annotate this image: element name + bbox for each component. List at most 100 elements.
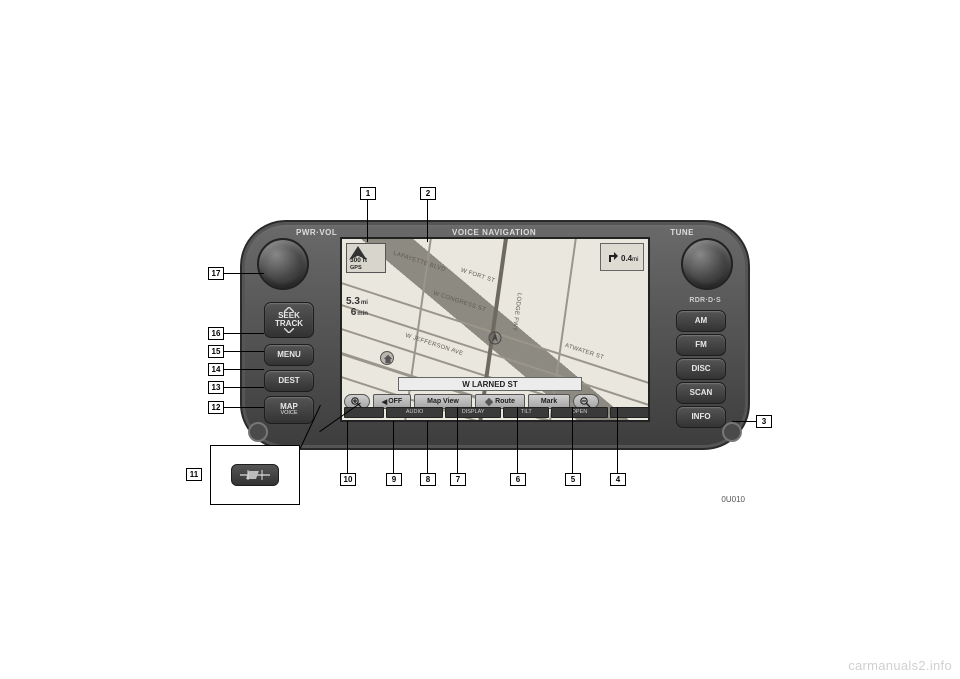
eta-time: 6 xyxy=(351,307,357,318)
callout-3: 3 xyxy=(756,415,772,428)
callout-line xyxy=(224,407,264,408)
route-icon xyxy=(485,398,493,406)
callout-1: 1 xyxy=(360,187,376,200)
fm-button[interactable]: FM xyxy=(676,334,726,356)
figure-code: 0U010 xyxy=(721,495,745,504)
callout-line xyxy=(347,421,348,473)
callout-line xyxy=(572,407,573,473)
voice-nav-label: VOICE NAVIGATION xyxy=(452,228,536,237)
home-poi-icon xyxy=(380,351,394,365)
am-label: AM xyxy=(695,317,707,325)
watermark: carmanuals2.info xyxy=(848,658,952,673)
zoom-out-icon xyxy=(579,396,593,408)
map-area[interactable]: W FORT ST W CONGRESS ST W JEFFERSON AVE … xyxy=(342,239,648,420)
callout-5: 5 xyxy=(565,473,581,486)
street-label: LAFAYETTE BLVD xyxy=(392,251,446,274)
tune-knob[interactable] xyxy=(681,238,733,290)
bezel-screw xyxy=(722,422,742,442)
inset-glyph-icon xyxy=(238,468,272,482)
turn-dist-unit: mi xyxy=(632,257,638,263)
eta-dist: 5.3 xyxy=(346,296,360,307)
rds-label: RDR·D·S xyxy=(689,297,721,304)
turn-right-icon xyxy=(605,250,619,264)
chevron-down-icon xyxy=(284,328,294,333)
eta-indicator: 5.3mi 6min xyxy=(346,297,368,318)
callout-8: 8 xyxy=(420,473,436,486)
callout-line xyxy=(224,387,264,388)
scale-gps-indicator: 300 ft GPS xyxy=(346,243,386,273)
callout-line xyxy=(617,407,618,473)
menu-button[interactable]: MENU xyxy=(264,344,314,366)
callout-10: 10 xyxy=(340,473,356,486)
nav-screen[interactable]: W FORT ST W CONGRESS ST W JEFFERSON AVE … xyxy=(340,237,650,422)
gps-label: GPS xyxy=(350,265,362,271)
scan-button[interactable]: SCAN xyxy=(676,382,726,404)
turn-distance: 0.4mi xyxy=(621,248,638,266)
callout-line xyxy=(393,421,394,473)
menu-label: MENU xyxy=(277,351,301,359)
am-button[interactable]: AM xyxy=(676,310,726,332)
callout-4: 4 xyxy=(610,473,626,486)
open-hw-button[interactable]: OPEN xyxy=(551,407,608,418)
voice-label: VOICE xyxy=(280,411,297,417)
scan-label: SCAN xyxy=(690,389,713,397)
eta-dist-unit: mi xyxy=(361,300,368,306)
callout-2: 2 xyxy=(420,187,436,200)
callout-6: 6 xyxy=(510,473,526,486)
street-label: W FORT ST xyxy=(460,268,496,285)
route-label: Route xyxy=(495,398,515,405)
pwr-vol-label: PWR·VOL xyxy=(296,228,337,237)
street-label: LODGE FWY xyxy=(511,292,522,331)
seek-track-button[interactable]: SEEK TRACK xyxy=(264,302,314,338)
current-street-bar: W LARNED ST xyxy=(398,377,582,391)
callout-7: 7 xyxy=(450,473,466,486)
mapview-label: Map View xyxy=(427,398,459,405)
callout-line xyxy=(732,421,756,422)
callout-14: 14 xyxy=(208,363,224,376)
display-hw-button[interactable]: DISPLAY xyxy=(445,407,502,418)
audio-hw-button[interactable]: AUDIO xyxy=(386,407,443,418)
next-turn-indicator: 0.4mi xyxy=(600,243,644,271)
pwr-vol-knob[interactable] xyxy=(257,238,309,290)
callout-line xyxy=(224,333,264,334)
info-button[interactable]: INFO xyxy=(676,406,726,428)
callout-line xyxy=(224,369,264,370)
map-voice-button[interactable]: MAP VOICE xyxy=(264,396,314,424)
turn-dist-value: 0.4 xyxy=(621,254,632,263)
callout-11: 11 xyxy=(186,468,202,481)
callout-line xyxy=(457,407,458,473)
callout-15: 15 xyxy=(208,345,224,358)
vehicle-position-icon xyxy=(488,331,502,345)
callout-line xyxy=(224,351,264,352)
callout-13: 13 xyxy=(208,381,224,394)
street-label: W CONGRESS ST xyxy=(432,291,486,314)
disc-label: DISC xyxy=(691,365,710,373)
hardware-strip: AUDIO DISPLAY TILT OPEN xyxy=(344,407,650,418)
callout-12: 12 xyxy=(208,401,224,414)
figure: PWR·VOL VOICE NAVIGATION TUNE SEEK TRACK… xyxy=(210,175,750,510)
callout-line xyxy=(367,200,368,242)
hw-slot xyxy=(610,407,650,418)
inset-detail: 11 xyxy=(210,445,300,505)
track-label: TRACK xyxy=(275,320,303,328)
callout-9: 9 xyxy=(386,473,402,486)
mark-label: Mark xyxy=(541,398,557,405)
page: PWR·VOL VOICE NAVIGATION TUNE SEEK TRACK… xyxy=(0,0,960,679)
map-scale: 300 ft xyxy=(350,257,367,264)
inset-map-voice-button xyxy=(231,464,279,486)
fm-label: FM xyxy=(695,341,707,349)
dest-button[interactable]: DEST xyxy=(264,370,314,392)
callout-16: 16 xyxy=(208,327,224,340)
off-label: OFF xyxy=(388,398,402,405)
callout-line xyxy=(224,273,264,274)
callout-line xyxy=(427,200,428,242)
callout-17: 17 xyxy=(208,267,224,280)
callout-line xyxy=(427,421,428,473)
disc-button[interactable]: DISC xyxy=(676,358,726,380)
bezel-screw xyxy=(248,422,268,442)
callout-line xyxy=(517,407,518,473)
info-label: INFO xyxy=(691,413,710,421)
dest-label: DEST xyxy=(278,377,299,385)
tilt-hw-button[interactable]: TILT xyxy=(503,407,549,418)
eta-time-unit: min xyxy=(357,311,368,317)
